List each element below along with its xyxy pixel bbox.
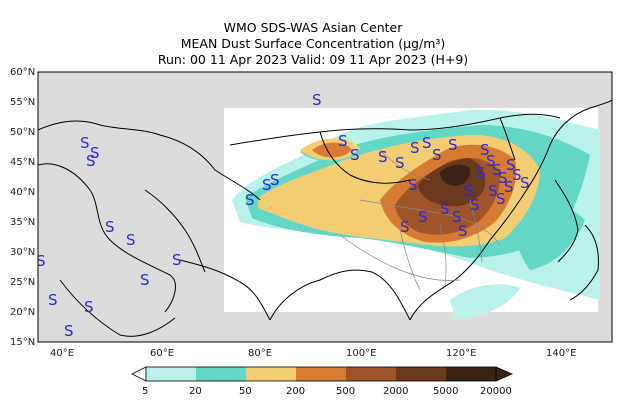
svg-text:S: S (440, 200, 450, 218)
colorbar-bin (346, 367, 396, 381)
svg-text:S: S (498, 169, 508, 187)
colorbar-outline (145, 366, 497, 382)
lat-tick: 30°N (10, 247, 35, 258)
svg-text:S: S (378, 148, 388, 166)
svg-text:S: S (48, 291, 58, 309)
colorbar-bin (146, 367, 196, 381)
no-data-region (38, 72, 612, 342)
svg-text:S: S (506, 156, 516, 174)
map-title-center: WMO SDS-WAS Asian Center (223, 20, 403, 35)
svg-text:S: S (488, 182, 498, 200)
svg-text:S: S (470, 196, 480, 214)
svg-text:S: S (464, 182, 474, 200)
svg-text:S: S (400, 218, 410, 236)
lat-tick: 25°N (10, 277, 35, 288)
colorbar-min-arrow (131, 366, 147, 382)
svg-text:S: S (172, 251, 182, 269)
colorbar-bin (446, 367, 496, 381)
colorbar-label: 20000 (480, 386, 512, 397)
map-title-product: MEAN Dust Surface Concentration (μg/m³) (180, 36, 446, 51)
lat-tick: 35°N (10, 217, 35, 228)
svg-text:S: S (126, 231, 136, 249)
colorbar-label: 2000 (383, 386, 408, 397)
svg-text:S: S (486, 152, 496, 170)
longitude-ticks: 40°E 60°E 80°E 100°E 120°E 140°E (50, 348, 576, 359)
lon-tick: 80°E (248, 348, 272, 359)
svg-text:S: S (520, 174, 530, 192)
lon-tick: 140°E (546, 348, 576, 359)
svg-text:S: S (350, 146, 360, 164)
lon-tick: 40°E (50, 348, 74, 359)
lat-tick: 20°N (10, 307, 35, 318)
svg-text:S: S (408, 176, 418, 194)
svg-text:S: S (504, 178, 514, 196)
province-borders (339, 149, 501, 291)
lat-tick: 40°N (10, 187, 35, 198)
colorbar-bin (246, 367, 296, 381)
colorbar-label: 20 (189, 386, 202, 397)
svg-text:S: S (418, 208, 428, 226)
lon-tick: 60°E (150, 348, 174, 359)
lat-tick: 60°N (10, 67, 35, 78)
svg-text:S: S (448, 136, 458, 154)
lat-tick: 50°N (10, 127, 35, 138)
svg-text:S: S (395, 154, 405, 172)
dust-station-markers: S S S S S S S S S S S S S S S S S S S S … (36, 91, 530, 340)
svg-text:S: S (452, 208, 462, 226)
colorbar-label: 500 (336, 386, 355, 397)
colorbar-bin (196, 367, 246, 381)
svg-text:S: S (105, 218, 115, 236)
colorbar-max-arrow (495, 366, 513, 382)
svg-text:S: S (245, 191, 255, 209)
map-title-run-valid: Run: 00 11 Apr 2023 Valid: 09 11 Apr 202… (157, 52, 469, 67)
dust-concentration-field (232, 109, 600, 319)
svg-text:S: S (86, 152, 96, 170)
colorbar-bin (396, 367, 446, 381)
colorbar-label: 5000 (433, 386, 458, 397)
svg-text:S: S (84, 298, 94, 316)
svg-text:S: S (496, 190, 506, 208)
svg-text:S: S (64, 322, 74, 340)
svg-text:S: S (80, 134, 90, 152)
svg-text:S: S (140, 271, 150, 289)
svg-text:S: S (458, 222, 468, 240)
lon-tick: 120°E (446, 348, 476, 359)
svg-text:S: S (422, 134, 432, 152)
map-frame (37, 71, 613, 343)
colorbar-bin (296, 367, 346, 381)
svg-text:S: S (312, 91, 322, 109)
latitude-ticks: 60°N 55°N 50°N 45°N 40°N 35°N 30°N 25°N … (10, 67, 35, 348)
lat-tick: 15°N (10, 337, 35, 348)
lat-tick: 45°N (10, 157, 35, 168)
lat-tick: 55°N (10, 97, 35, 108)
colorbar-label: 5 (142, 386, 148, 397)
svg-text:S: S (90, 144, 100, 162)
svg-text:S: S (410, 139, 420, 157)
country-borders (38, 99, 612, 337)
colorbar-label: 50 (239, 386, 252, 397)
svg-text:S: S (36, 252, 46, 270)
svg-text:S: S (512, 166, 522, 184)
svg-text:S: S (262, 176, 272, 194)
svg-text:S: S (492, 161, 502, 179)
lon-tick: 100°E (346, 348, 376, 359)
colorbar-label: 200 (286, 386, 305, 397)
colorbar: 5 20 50 200 500 2000 5000 20000 (131, 366, 513, 397)
svg-text:S: S (432, 146, 442, 164)
svg-text:S: S (476, 164, 486, 182)
svg-text:S: S (338, 132, 348, 150)
svg-text:S: S (480, 141, 490, 159)
svg-text:S: S (270, 171, 280, 189)
